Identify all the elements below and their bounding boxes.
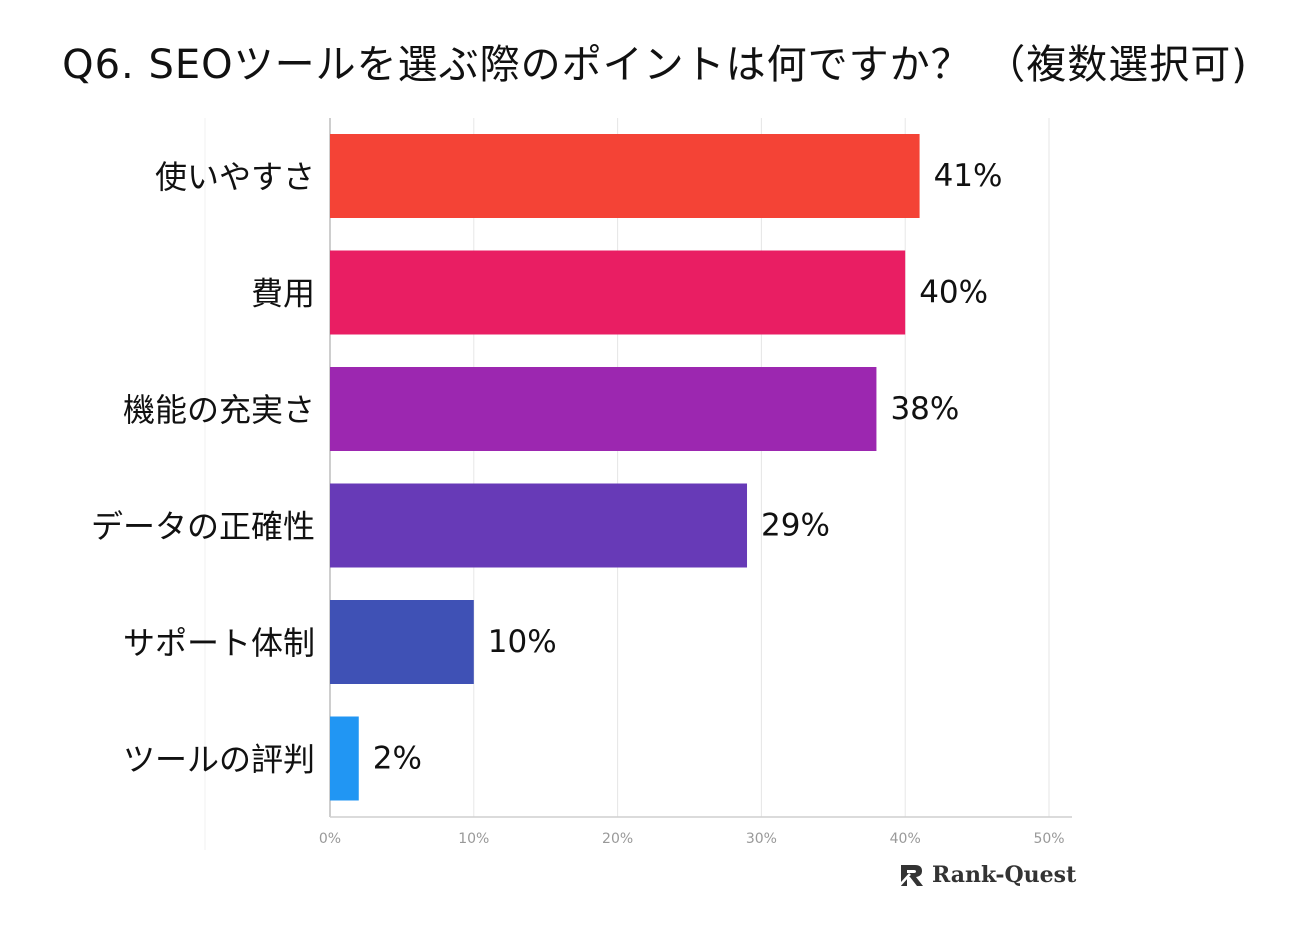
category-label: データの正確性	[91, 508, 315, 546]
category-label: サポート体制	[123, 624, 315, 662]
bar	[330, 716, 359, 801]
value-label: 10%	[488, 624, 557, 660]
x-tick-label: 40%	[890, 831, 921, 847]
x-tick-label: 50%	[1033, 831, 1064, 847]
category-label: 機能の充実さ	[123, 391, 315, 429]
labels: 使いやすさ 41% 費用 40% 機能の充実さ 38% データの正確性 29% サポート体制 10…	[91, 158, 1003, 779]
bar	[330, 483, 748, 568]
category-label: 使いやすさ	[155, 158, 315, 196]
category-label: 費用	[251, 275, 315, 313]
x-tick-label: 10%	[458, 831, 489, 847]
x-tick-label: 20%	[602, 831, 633, 847]
value-label: 41%	[934, 158, 1003, 194]
value-label: 2%	[373, 741, 422, 777]
x-tick-label: 30%	[746, 831, 777, 847]
value-label: 29%	[761, 508, 830, 544]
brand-logo: Rank-Quest	[898, 862, 1076, 888]
brand-name: Rank-Quest	[932, 862, 1077, 888]
bar	[330, 250, 906, 335]
grid-lines	[204, 118, 1072, 850]
value-label: 40%	[919, 275, 988, 311]
bar	[330, 134, 920, 218]
bars	[330, 134, 920, 801]
category-label: ツールの評判	[123, 741, 315, 779]
rank-quest-logo-icon	[899, 865, 923, 886]
x-tick-label: 0%	[319, 831, 341, 847]
x-axis-ticks: 0% 10% 20% 30% 40% 50%	[319, 831, 1065, 847]
bar	[330, 600, 474, 684]
chart-title: Q6. SEOツールを選ぶ際のポイントは何ですか？ （複数選択可)	[62, 42, 1248, 88]
bar	[330, 367, 877, 451]
value-label: 38%	[890, 391, 959, 427]
